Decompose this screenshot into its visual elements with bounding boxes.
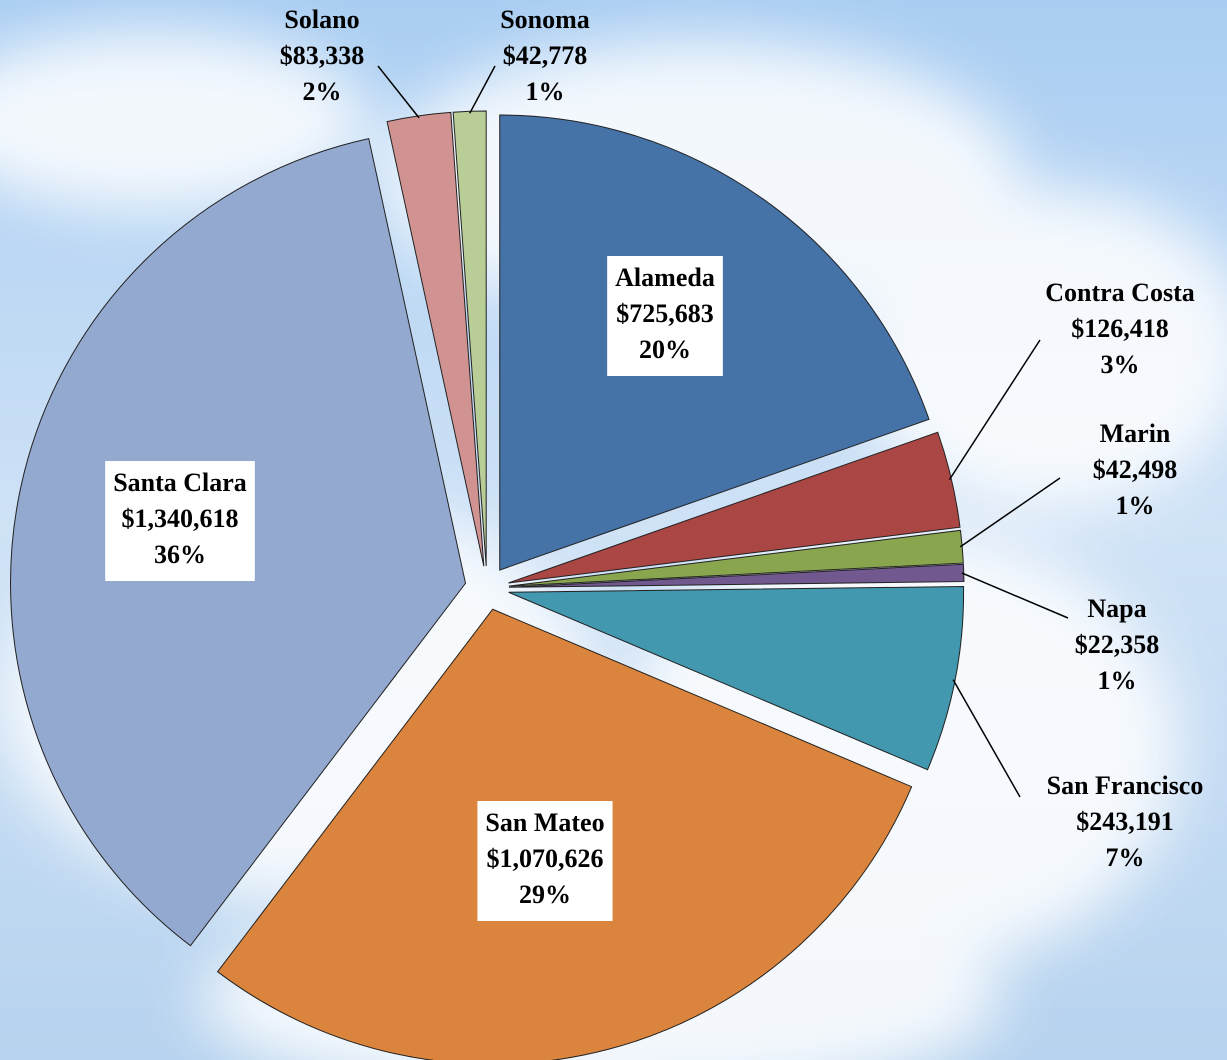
data-label: San Mateo $1,070,626 29%	[477, 801, 612, 921]
label-name: Sonoma	[500, 5, 590, 34]
label-percent: 29%	[519, 880, 571, 909]
label-percent: 20%	[639, 335, 691, 364]
label-percent: 2%	[303, 77, 342, 106]
label-name: Alameda	[615, 263, 715, 292]
label-value: $725,683	[616, 299, 714, 328]
label-name: Santa Clara	[113, 468, 247, 497]
label-value: $126,418	[1071, 314, 1169, 343]
label-value: $42,778	[503, 41, 588, 70]
label-percent: 1%	[1098, 666, 1137, 695]
chart: Alameda $725,683 20% Contra Costa $126,418 3%…	[0, 0, 1227, 1060]
label-percent: 3%	[1101, 350, 1140, 379]
label-value: $22,358	[1075, 630, 1160, 659]
label-name: San Francisco	[1047, 771, 1204, 800]
label-value: $83,338	[280, 41, 365, 70]
label-value: $1,340,618	[122, 504, 239, 533]
label-percent: 1%	[1116, 491, 1155, 520]
data-label: Santa Clara $1,340,618 36%	[105, 461, 255, 581]
label-name: Napa	[1087, 594, 1146, 623]
label-value: $243,191	[1076, 807, 1174, 836]
label-name: Contra Costa	[1045, 278, 1195, 307]
label-value: $1,070,626	[487, 844, 604, 873]
label-percent: 7%	[1106, 843, 1145, 872]
label-name: Marin	[1100, 419, 1171, 448]
label-percent: 36%	[154, 540, 206, 569]
label-value: $42,498	[1093, 455, 1178, 484]
label-percent: 1%	[526, 77, 565, 106]
data-label: Alameda $725,683 20%	[607, 256, 723, 376]
label-name: San Mateo	[485, 808, 604, 837]
label-name: Solano	[284, 5, 359, 34]
